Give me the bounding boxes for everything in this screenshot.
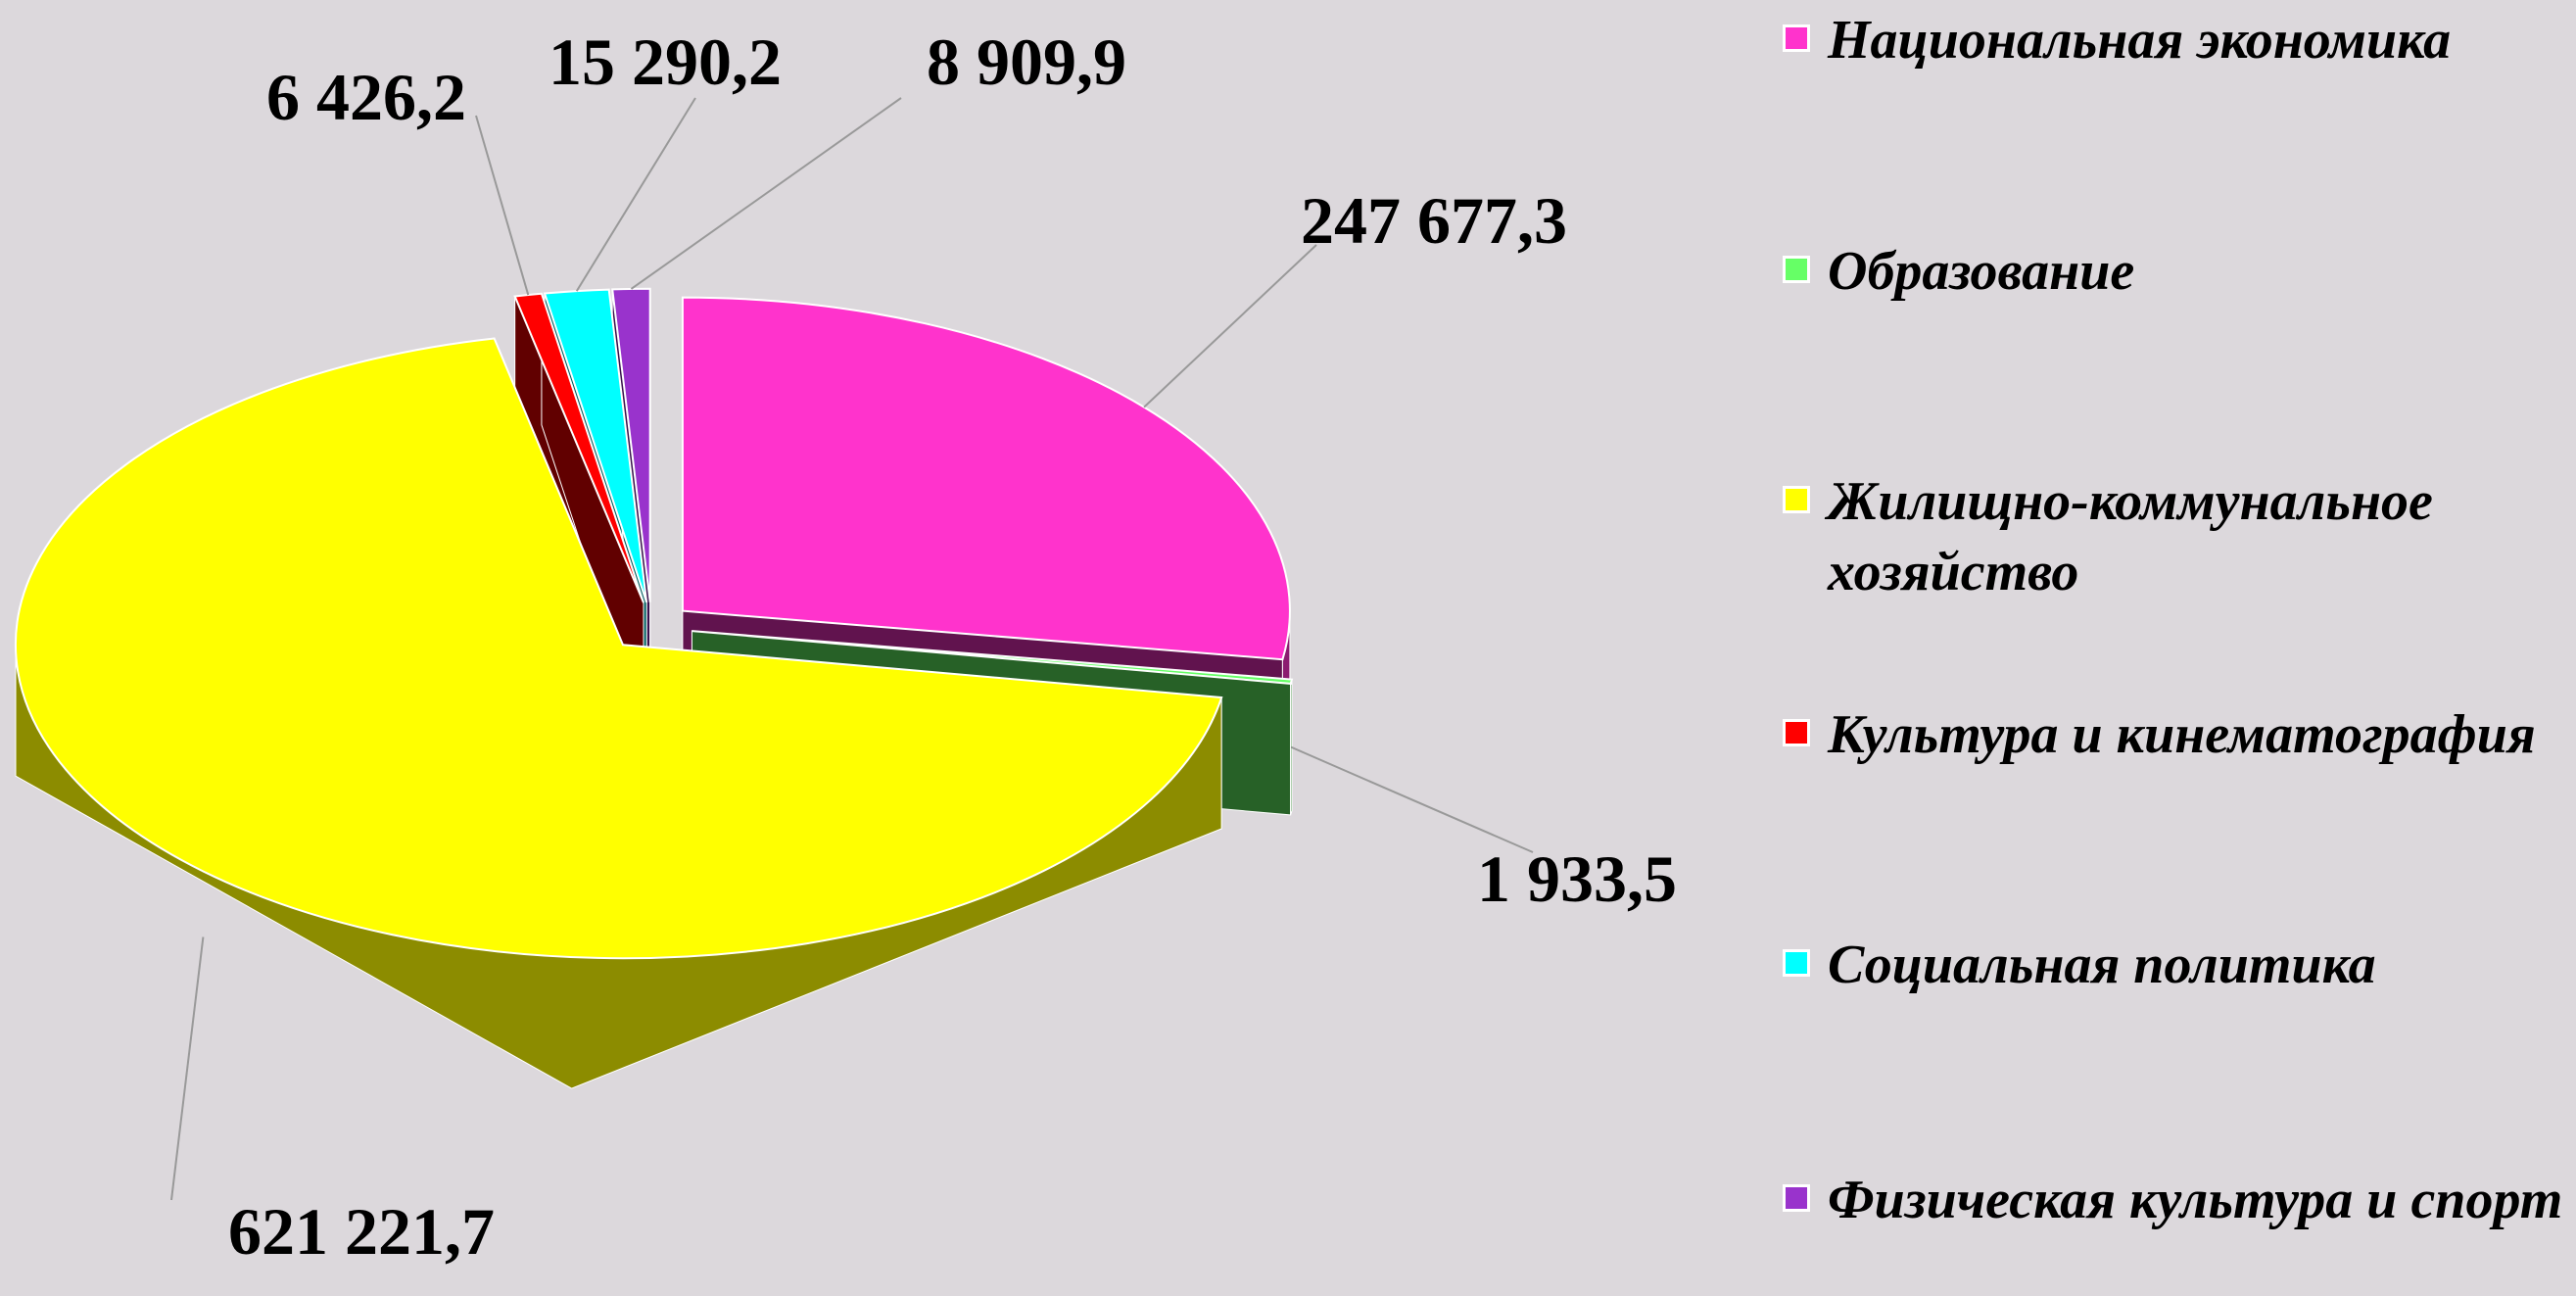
legend-swatch [1783,719,1810,746]
legend-item: Образование [1783,236,2566,307]
slice-top [14,337,1223,960]
legend-item: Физическая культура и спорт [1783,1165,2566,1235]
legend-item: Жилищно-коммунальное хозяйство [1783,466,2566,607]
legend-swatch [1783,486,1810,513]
leader-line [1143,244,1317,408]
leader-line [575,97,696,292]
legend-item: Национальная экономика [1783,5,2566,75]
legend-label: Культура и кинематография [1828,704,2536,765]
legend-swatch [1783,1184,1810,1212]
data-label: 1 933,5 [1477,841,1677,916]
legend-swatch [1783,256,1810,283]
slice-top [692,630,1294,685]
slice-top [513,292,644,603]
data-label: 8 909,9 [927,24,1126,99]
leader-line [630,97,902,290]
leader-line [1290,745,1534,853]
slice-top [611,287,651,602]
legend-swatch [1783,949,1810,977]
slice-top [681,296,1291,661]
leader-line [170,936,205,1201]
leader-line [475,115,530,296]
data-label: 15 290,2 [549,24,782,99]
data-label: 247 677,3 [1301,183,1567,258]
legend-item: Культура и кинематография [1783,699,2566,770]
legend-label: Образование [1828,241,2135,302]
chart: 247 677,3 1 933,5 621 221,7 6 426,2 15 290,2… [14,24,1677,1269]
legend-item: Социальная политика [1783,930,2566,1000]
legend-label: Социальная политика [1828,935,2376,995]
data-label: 621 221,7 [228,1194,495,1269]
legend-label: Физическая культура и спорт [1828,1170,2563,1230]
legend-swatch [1783,24,1810,52]
legend-label: Жилищно-коммунальное хозяйство [1828,471,2433,602]
slice [14,337,1223,1089]
data-label: 6 426,2 [266,60,466,134]
legend-label: Национальная экономика [1828,10,2452,71]
